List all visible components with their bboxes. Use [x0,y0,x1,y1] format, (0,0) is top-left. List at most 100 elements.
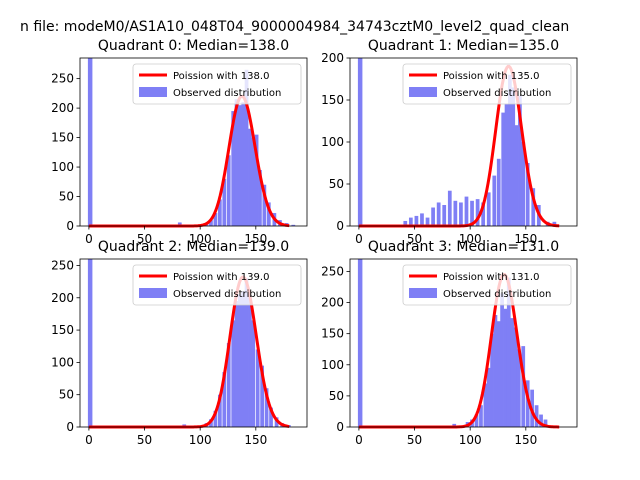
legend-entry: Poission with 131.0 [443,272,539,283]
hist-bar [222,178,227,226]
hist-bar [504,104,509,226]
legend-box [402,264,572,306]
hist-bar [414,215,419,226]
y-tick-label: 100 [51,160,74,174]
y-tick-label: 150 [51,131,74,145]
hist-bar [496,321,501,427]
hist-bar [248,128,252,226]
hist-bar [442,205,447,226]
hist-bar [258,170,262,226]
y-tick-label: 0 [66,219,74,233]
hist-bar [436,202,441,226]
x-tick-label: 150 [244,433,267,447]
hist-bar [552,221,557,226]
y-tick-label: 0 [66,420,74,434]
y-tick-label: 50 [59,190,74,204]
legend-box [132,63,302,105]
hist-bar [241,102,246,226]
y-tick-label: 0 [336,219,344,233]
axes-frame [79,57,308,227]
y-tick-label: 100 [321,135,344,149]
hist-bar [226,155,231,226]
hist-bar [238,294,242,427]
legend-box [132,264,302,306]
hist-bar [425,217,430,226]
chart-panel-0: 0 50 100 150 0 50 100 150 200 250 Quadrant 0: Medi… [51,38,308,246]
legend-hist-swatch [409,87,437,97]
hist-bar [244,69,249,226]
hist-bar [231,320,236,427]
hist-bar [222,372,227,427]
hist-bar [447,190,452,226]
panel-title: Quadrant 0: Median=138.0 [98,38,289,54]
y-tick-label: 150 [51,323,74,337]
x-tick-label: 50 [407,433,422,447]
x-tick-label: 150 [514,433,537,447]
hist-bar [534,405,539,427]
x-tick-label: 50 [137,433,152,447]
legend-hist-swatch [139,87,167,97]
y-tick-label: 100 [321,358,344,372]
x-tick-label: 100 [459,433,482,447]
y-tick-label: 150 [321,93,344,107]
x-tick-label: 100 [189,433,212,447]
y-tick-label: 200 [51,291,74,305]
hist-bar [513,327,518,427]
hist-bar [248,297,252,427]
hist-bar [521,142,526,226]
y-tick-label: 200 [321,296,344,310]
hist-bar [486,367,491,427]
hist-bar [238,105,242,226]
legend: Poission with 131.0 Observed distribution [402,264,572,306]
legend-entry: Observed distribution [173,289,281,300]
hist-bar [453,200,458,226]
y-tick-label: 200 [51,101,74,115]
hist-bar [492,175,497,226]
hist-bar [255,349,260,427]
hist-bar [213,410,218,427]
chart-panel-3: 0 50 100 150 0 50 100 150 200 250 Quadrant 3: Medi… [321,239,578,447]
axes-frame [349,258,578,428]
hist-bar [479,405,483,427]
hist-bar [357,58,363,226]
x-tick-label: 100 [459,232,482,246]
y-tick-label: 250 [321,264,344,278]
hist-bar [177,222,182,226]
figure-suptitle: n file: modeM0/AS1A10_048T04_9000004984_… [20,19,569,35]
panel-title: Quadrant 2: Median=139.0 [98,239,289,255]
hist-bar [264,388,269,427]
x-tick-label: 0 [355,232,363,246]
y-tick-label: 50 [329,389,344,403]
legend-hist-swatch [139,288,167,298]
hist-bar [525,163,530,226]
y-tick-label: 100 [51,355,74,369]
hist-bar [408,217,413,226]
hist-bar [213,213,218,226]
legend-entry: Poission with 138.0 [173,71,269,82]
x-tick-label: 0 [85,232,93,246]
y-tick-label: 200 [321,51,344,65]
chart-panel-1: 0 50 100 150 0 50 100 150 200 Quadrant 1: Median=… [321,38,578,246]
hist-bar [514,125,519,226]
hist-bar [470,200,474,226]
y-tick-label: 50 [329,177,344,191]
hist-bar [269,407,273,427]
legend: Poission with 139.0 Observed distribution [132,264,302,306]
y-tick-label: 150 [321,327,344,341]
y-tick-label: 50 [59,388,74,402]
x-tick-label: 150 [514,232,537,246]
hist-bar [474,414,479,427]
legend-entry: Observed distribution [173,88,281,99]
x-tick-label: 0 [85,433,93,447]
hist-bar [483,383,488,427]
chart-panels: 0 50 100 150 0 50 100 150 200 250 Quadrant 0: Medi… [51,38,578,447]
hist-bar [452,423,457,427]
x-tick-label: 150 [244,232,267,246]
hist-bar [251,137,256,226]
legend-entry: Poission with 139.0 [173,272,269,283]
hist-bar [262,184,267,226]
hist-bar [254,134,259,226]
hist-bar [87,58,93,226]
axes-frame [79,258,308,428]
